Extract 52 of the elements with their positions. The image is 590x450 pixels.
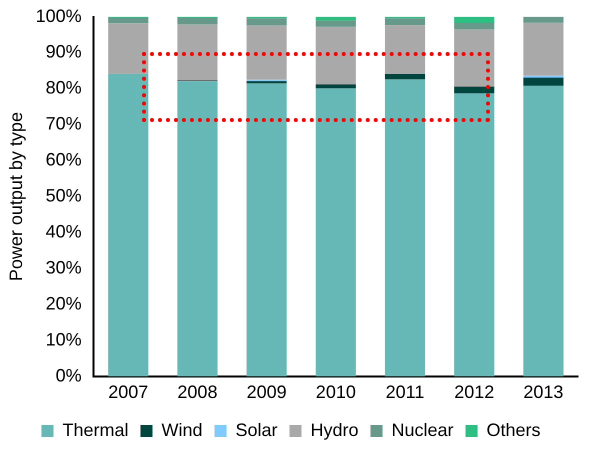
bar (454, 29, 494, 87)
bar (246, 25, 287, 80)
bar (316, 20, 356, 27)
bar (316, 16, 356, 20)
y-tick-label: 40% (46, 222, 82, 242)
bar (384, 79, 426, 376)
bar (316, 26, 356, 84)
x-tick-label: 2010 (316, 382, 356, 402)
legend-label: Others (486, 420, 541, 440)
legend-label: Wind (161, 420, 202, 440)
y-tick-label: 60% (46, 150, 82, 170)
bar (454, 22, 494, 30)
x-tick-label: 2013 (523, 382, 564, 402)
bar (384, 18, 426, 26)
bar (316, 88, 356, 376)
bar (108, 74, 148, 376)
y-tick-label: 50% (46, 186, 82, 206)
bar (454, 16, 494, 23)
bar (316, 84, 356, 88)
bar (523, 16, 564, 23)
y-tick-label: 70% (46, 114, 82, 134)
y-tick-label: 80% (46, 78, 82, 98)
bar (454, 86, 494, 94)
bar (177, 18, 218, 24)
x-tick-label: 2011 (386, 382, 424, 402)
bar (384, 74, 426, 80)
bar (177, 81, 218, 376)
legend-label: Hydro (310, 420, 359, 440)
x-tick-label: 2012 (454, 382, 494, 402)
y-tick-label: 20% (46, 293, 82, 314)
y-tick-label: 100% (36, 6, 82, 26)
y-tick-label: 30% (46, 257, 82, 278)
bar (384, 25, 426, 74)
y-axis-title: Power output by type (6, 112, 26, 282)
bar (454, 93, 494, 376)
bar (108, 18, 148, 24)
legend-label: Nuclear (392, 420, 454, 440)
bar (523, 78, 564, 86)
x-tick-label: 2007 (108, 382, 148, 402)
x-tick-label: 2008 (177, 382, 218, 402)
y-tick-label: 0% (56, 365, 82, 386)
bar (177, 24, 218, 80)
bar (523, 86, 564, 376)
legend-label: Solar (235, 420, 278, 440)
x-tick-label: 2009 (246, 382, 287, 402)
bar (246, 18, 287, 26)
y-tick-label: 90% (46, 42, 82, 62)
bar (246, 83, 287, 376)
bar (108, 23, 148, 74)
y-tick-label: 10% (46, 329, 82, 350)
bar (523, 22, 564, 76)
legend-label: Thermal (62, 420, 128, 440)
